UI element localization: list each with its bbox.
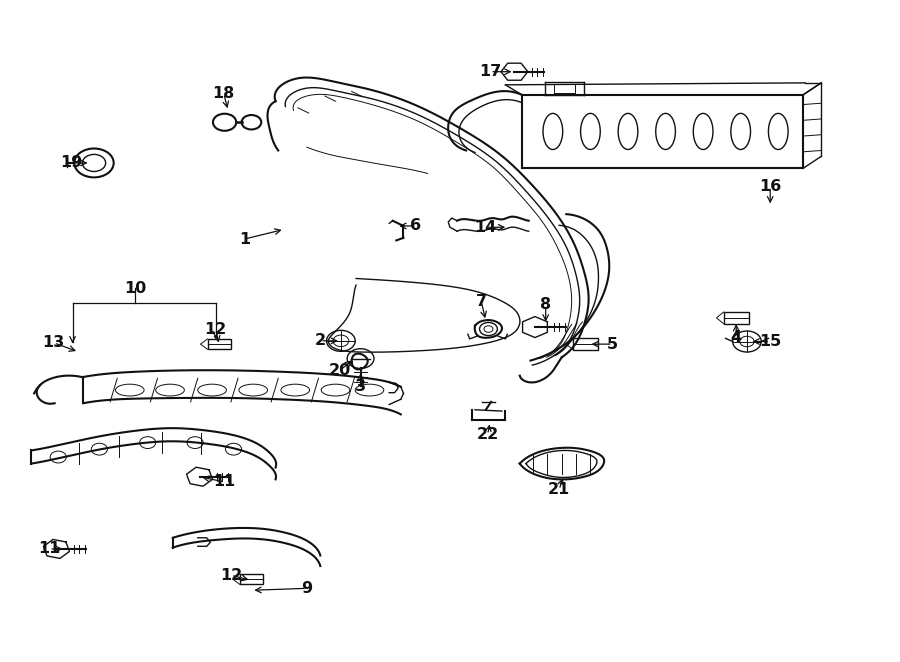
Text: 13: 13 <box>42 336 65 350</box>
Text: 12: 12 <box>220 568 242 583</box>
Text: 16: 16 <box>759 179 781 194</box>
Bar <box>208 339 231 350</box>
Bar <box>724 312 749 324</box>
Text: 17: 17 <box>479 64 501 79</box>
Text: 4: 4 <box>731 330 742 345</box>
Text: 3: 3 <box>355 379 366 395</box>
Text: 10: 10 <box>124 281 147 296</box>
Text: 14: 14 <box>474 220 497 235</box>
Text: 12: 12 <box>204 322 227 336</box>
Text: 6: 6 <box>410 218 421 234</box>
Text: 22: 22 <box>476 427 499 442</box>
Bar <box>239 574 263 585</box>
Text: 2: 2 <box>315 334 326 348</box>
Text: 19: 19 <box>60 156 83 170</box>
Text: 5: 5 <box>608 337 618 352</box>
Text: 7: 7 <box>476 294 487 309</box>
Text: 8: 8 <box>540 297 552 312</box>
Text: 21: 21 <box>548 483 571 497</box>
Text: 11: 11 <box>213 475 236 489</box>
Text: 9: 9 <box>302 581 312 596</box>
Text: 20: 20 <box>328 363 351 378</box>
Text: 1: 1 <box>238 232 250 247</box>
Bar <box>573 338 598 350</box>
Text: 11: 11 <box>38 542 60 557</box>
Text: 18: 18 <box>212 86 235 101</box>
Text: 15: 15 <box>759 334 781 349</box>
